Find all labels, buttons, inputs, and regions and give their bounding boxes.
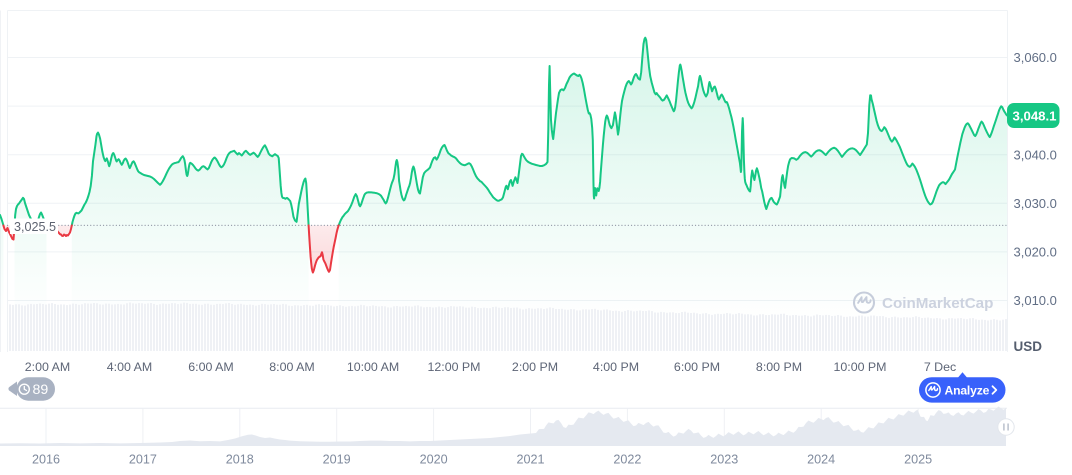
svg-text:2021: 2021 xyxy=(516,453,544,467)
svg-text:3,040.0: 3,040.0 xyxy=(1014,147,1057,162)
svg-text:2024: 2024 xyxy=(807,453,835,467)
svg-text:2025: 2025 xyxy=(904,453,932,467)
svg-text:CoinMarketCap: CoinMarketCap xyxy=(882,295,993,312)
svg-text:2020: 2020 xyxy=(420,453,448,467)
svg-text:3,048.1: 3,048.1 xyxy=(1013,109,1057,124)
svg-text:6:00 PM: 6:00 PM xyxy=(674,360,720,374)
svg-text:2:00 PM: 2:00 PM xyxy=(512,360,558,374)
svg-text:3,020.0: 3,020.0 xyxy=(1014,245,1057,260)
svg-text:4:00 AM: 4:00 AM xyxy=(107,360,152,374)
svg-text:12:00 PM: 12:00 PM xyxy=(427,360,480,374)
svg-text:2017: 2017 xyxy=(129,453,157,467)
svg-text:7 Dec: 7 Dec xyxy=(924,360,956,374)
svg-text:3,010.0: 3,010.0 xyxy=(1014,293,1057,308)
svg-text:Analyze: Analyze xyxy=(945,383,990,397)
svg-text:10:00 AM: 10:00 AM xyxy=(347,360,399,374)
svg-text:3,025.5: 3,025.5 xyxy=(14,220,56,234)
svg-text:2023: 2023 xyxy=(710,453,738,467)
svg-text:6:00 AM: 6:00 AM xyxy=(188,360,233,374)
svg-text:3,060.0: 3,060.0 xyxy=(1014,50,1057,65)
svg-text:3,030.0: 3,030.0 xyxy=(1014,196,1057,211)
svg-text:2018: 2018 xyxy=(226,453,254,467)
svg-text:2022: 2022 xyxy=(613,453,641,467)
svg-text:8:00 PM: 8:00 PM xyxy=(756,360,802,374)
svg-text:4:00 PM: 4:00 PM xyxy=(593,360,639,374)
svg-text:8:00 AM: 8:00 AM xyxy=(269,360,314,374)
svg-text:2:00 AM: 2:00 AM xyxy=(25,360,70,374)
svg-text:2019: 2019 xyxy=(323,453,351,467)
svg-text:10:00 PM: 10:00 PM xyxy=(833,360,886,374)
svg-text:2016: 2016 xyxy=(32,453,60,467)
svg-text:USD: USD xyxy=(1014,339,1043,354)
svg-text:89: 89 xyxy=(33,382,49,398)
